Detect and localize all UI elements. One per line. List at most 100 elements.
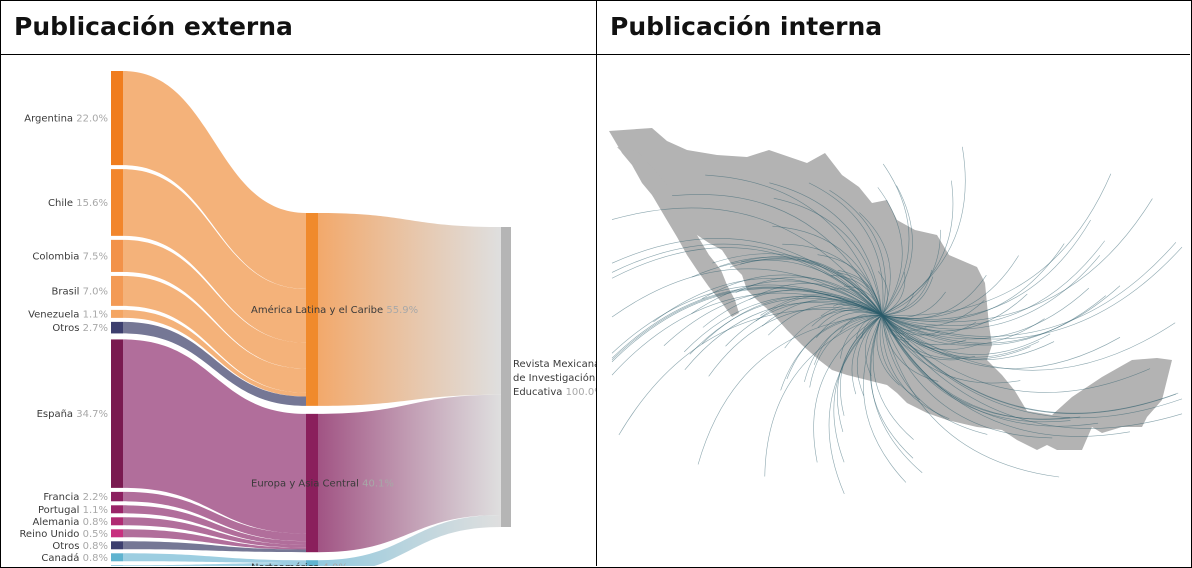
flow-line (829, 190, 886, 316)
flow-line (872, 314, 914, 440)
mexico-flow-map (609, 128, 1183, 494)
baja-california-peninsula (617, 147, 739, 317)
flow-line (863, 314, 907, 483)
sankey-link-alemania (123, 517, 306, 548)
sankey-region-label: Norteamérica 4.0% (251, 562, 348, 566)
flow-line (881, 314, 1071, 423)
flow-line (705, 174, 883, 316)
flow-line (837, 270, 883, 316)
sankey-source-label: España 34.7% (37, 409, 108, 420)
sankey-source-node (111, 275, 123, 306)
sankey-source-label: Brasil 7.0% (52, 286, 108, 297)
sankey-source-node (111, 321, 123, 334)
flow-line (881, 314, 980, 351)
flow-line (691, 280, 883, 316)
panel-title-external: Publicación externa (14, 12, 293, 41)
flow-line (881, 314, 1130, 437)
sankey-source-node (111, 71, 123, 166)
sankey-link-otros (123, 541, 306, 553)
flow-line (881, 314, 1070, 420)
sankey-source-node (111, 239, 123, 272)
flow-line (881, 314, 1053, 439)
sankey-source-label: Canadá 0.8% (41, 552, 108, 564)
sankey-source-label: Reino Unido 0.5% (19, 529, 108, 540)
flow-line (813, 314, 883, 463)
flow-line (881, 198, 1153, 323)
flow-line (611, 292, 883, 376)
flow-line (869, 314, 914, 459)
panel-title-internal: Publicación interna (610, 12, 883, 41)
sankey-link-europe-to-target (318, 394, 501, 553)
flow-line (769, 182, 883, 316)
sankey-target-label: de Investigación (513, 372, 595, 384)
sankey-region-label: Europa y Asia Central 40.1% (251, 479, 394, 490)
flow-line (881, 255, 1101, 330)
panel-divider (596, 0, 597, 566)
sankey-link-na-to-target (318, 515, 501, 566)
sankey-source-label: Alemania 0.8% (33, 517, 108, 528)
flow-line (881, 295, 1106, 346)
flow-line (672, 194, 883, 316)
flow-line (611, 284, 883, 354)
flow-line (881, 314, 1151, 393)
sankey-source-label: Argentina 22.0% (24, 114, 108, 125)
flow-line (749, 283, 883, 316)
sankey-source-node (111, 529, 123, 538)
sankey-source-label: Colombia 7.5% (32, 251, 108, 262)
sankey-link-chile (123, 169, 306, 343)
flow-line (708, 307, 883, 377)
flow-line (881, 219, 1091, 320)
sankey-target-label: Educativa 100.0% (513, 387, 596, 398)
sankey-link-estados-unidos (123, 562, 306, 566)
sankey-link-otros (123, 321, 306, 406)
sankey-source-label: Francia 2.2% (43, 492, 108, 503)
sankey-link-latam-to-target (318, 213, 501, 406)
flow-line (877, 187, 903, 316)
flow-line (881, 314, 988, 435)
sankey-link-brasil (123, 275, 306, 393)
flow-line (881, 314, 1176, 371)
flow-line (611, 207, 883, 316)
flow-line (881, 293, 1028, 332)
sankey-region-label: América Latina y el Caribe 55.9% (251, 304, 418, 316)
flow-line (772, 225, 883, 316)
sankey-link-venezuela (123, 309, 306, 397)
flow-line (786, 314, 883, 380)
flow-line (881, 180, 954, 316)
flow-line (881, 146, 966, 316)
sankey-region-node (306, 560, 318, 566)
flow-line (611, 288, 883, 363)
header-divider (0, 54, 1190, 55)
flow-line (719, 256, 883, 316)
sankey-source-node (111, 309, 123, 318)
flow-line (865, 314, 883, 376)
flow-line (740, 257, 883, 316)
sankey-source-node (111, 517, 123, 526)
sankey-link-reino-unido (123, 529, 306, 550)
flow-line (881, 240, 1105, 326)
flow-line (830, 274, 883, 316)
flow-line (697, 314, 883, 465)
flow-line (653, 278, 883, 323)
flow-line (663, 290, 883, 346)
flow-line (691, 259, 883, 316)
sankey-region-node (306, 413, 318, 553)
flow-line (611, 238, 883, 316)
flow-line (840, 314, 883, 416)
sankey-source-label: Chile 15.6% (48, 198, 108, 209)
flow-line (881, 173, 1112, 316)
flow-line (881, 163, 910, 316)
flow-line (881, 314, 1179, 414)
sankey-link-españa (123, 339, 306, 534)
flow-line (881, 287, 1090, 340)
flow-line (725, 300, 883, 347)
sankey-link-francia (123, 491, 306, 542)
flow-line (879, 314, 920, 401)
sankey-link-canadá (123, 553, 306, 563)
sankey-link-colombia (123, 239, 306, 369)
flow-line (881, 314, 1040, 358)
flow-line (683, 296, 883, 353)
sankey-source-label: Otros 0.8% (52, 541, 108, 552)
sankey-source-node (111, 339, 123, 488)
flow-line (837, 314, 883, 433)
